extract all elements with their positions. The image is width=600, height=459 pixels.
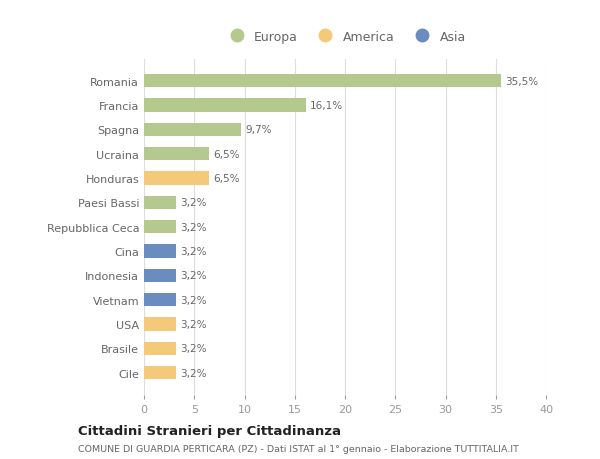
Bar xyxy=(144,293,176,307)
Text: 35,5%: 35,5% xyxy=(505,77,538,87)
Text: Cittadini Stranieri per Cittadinanza: Cittadini Stranieri per Cittadinanza xyxy=(78,424,341,437)
Text: 3,2%: 3,2% xyxy=(180,344,206,353)
Text: 3,2%: 3,2% xyxy=(180,246,206,257)
Text: 3,2%: 3,2% xyxy=(180,295,206,305)
Bar xyxy=(144,245,176,258)
Bar xyxy=(144,366,176,380)
Text: 6,5%: 6,5% xyxy=(214,149,240,159)
Bar xyxy=(144,342,176,355)
Text: 3,2%: 3,2% xyxy=(180,368,206,378)
Text: 3,2%: 3,2% xyxy=(180,198,206,208)
Text: 3,2%: 3,2% xyxy=(180,271,206,281)
Text: 6,5%: 6,5% xyxy=(214,174,240,184)
Bar xyxy=(144,269,176,282)
Bar xyxy=(144,123,241,137)
Bar xyxy=(144,172,209,185)
Bar xyxy=(144,318,176,331)
Bar xyxy=(144,75,501,88)
Text: 9,7%: 9,7% xyxy=(245,125,272,135)
Text: 3,2%: 3,2% xyxy=(180,222,206,232)
Legend: Europa, America, Asia: Europa, America, Asia xyxy=(219,26,471,49)
Bar xyxy=(144,220,176,234)
Bar xyxy=(144,99,306,112)
Text: 3,2%: 3,2% xyxy=(180,319,206,329)
Bar xyxy=(144,148,209,161)
Text: 16,1%: 16,1% xyxy=(310,101,343,111)
Text: COMUNE DI GUARDIA PERTICARA (PZ) - Dati ISTAT al 1° gennaio - Elaborazione TUTTI: COMUNE DI GUARDIA PERTICARA (PZ) - Dati … xyxy=(78,444,519,453)
Bar xyxy=(144,196,176,210)
